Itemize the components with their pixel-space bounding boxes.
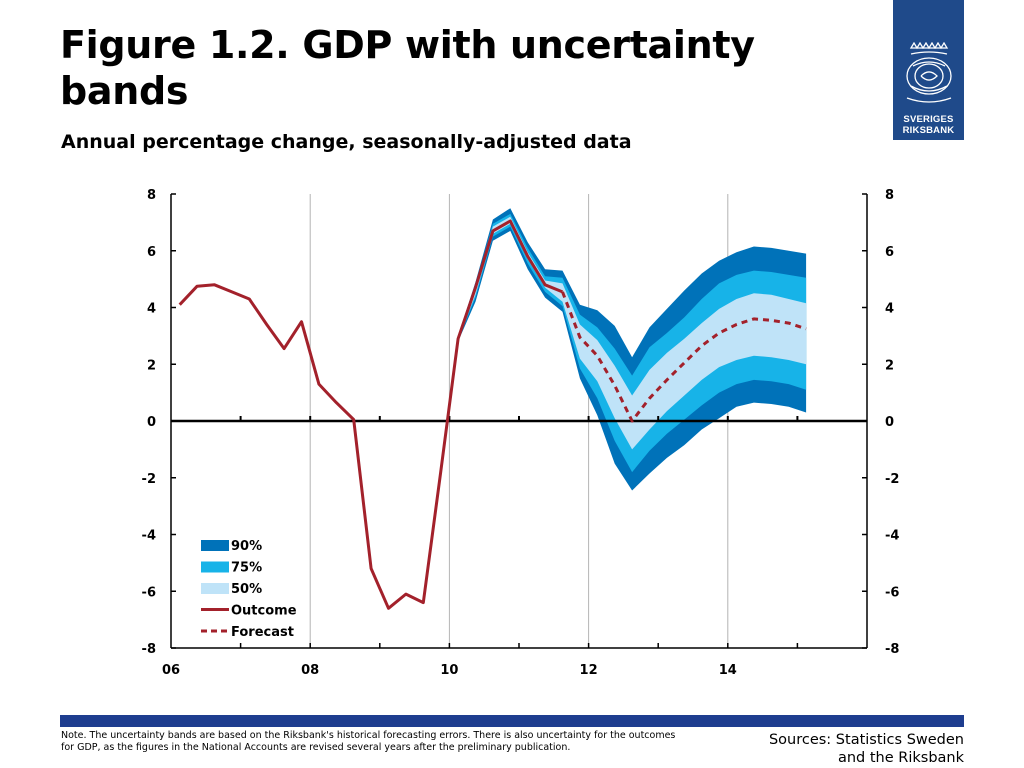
legend-label: Outcome xyxy=(231,604,297,619)
legend-label: 90% xyxy=(231,539,262,554)
y-tick-label-right: -6 xyxy=(885,585,899,600)
page-title: Figure 1.2. GDP with uncertainty bands xyxy=(60,23,755,113)
y-tick-label-right: 6 xyxy=(885,245,894,260)
legend-label: 75% xyxy=(231,561,262,576)
sources-line-2: and the Riksbank xyxy=(837,750,964,766)
series-line-forecast xyxy=(561,291,807,423)
x-tick-label-14: 14 xyxy=(719,663,737,678)
band-50-pct xyxy=(458,216,807,450)
logo-line-2: RIKSBANK xyxy=(902,125,955,136)
legend-swatch-50-pct xyxy=(201,583,229,594)
page-subtitle: Annual percentage change, seasonally-adj… xyxy=(61,131,632,153)
footer-note: Note. The uncertainty bands are based on… xyxy=(61,730,676,753)
y-tick-label-right: 2 xyxy=(885,358,894,373)
y-tick-label-left: -2 xyxy=(142,472,156,487)
legend-label: Forecast xyxy=(231,625,294,640)
y-tick-label-left: 8 xyxy=(147,188,156,203)
riksbank-logo: SVERIGES RIKSBANK xyxy=(893,0,964,140)
x-tick-label-08: 08 xyxy=(301,663,319,678)
tick-labels: -8 -8 -6 -6 -4 -4 -2 -2 0 0 2 2 4 4 6 6 8 8 06 08 10 12 14 xyxy=(142,188,900,678)
footer-sources: Sources: Statistics Sweden and the Riksb… xyxy=(704,731,964,767)
y-tick-label-left: 4 xyxy=(147,302,156,317)
x-tick-label-06: 06 xyxy=(162,663,180,678)
gdp-chart: -8 -8 -6 -6 -4 -4 -2 -2 0 0 2 2 4 4 6 6 8 8 06 08 10 12 14 90%… xyxy=(142,188,900,678)
y-tick-label-left: 6 xyxy=(147,245,156,260)
uncertainty-bands xyxy=(458,208,807,491)
series-line-outcome xyxy=(178,219,564,610)
y-tick-label-right: 4 xyxy=(885,302,894,317)
legend-label: 50% xyxy=(231,582,262,597)
y-tick-label-left: 0 xyxy=(147,415,156,430)
y-tick-label-right: -2 xyxy=(885,472,899,487)
band-75-pct xyxy=(458,213,807,473)
x-tick-label-10: 10 xyxy=(440,663,458,678)
y-tick-label-left: -4 xyxy=(142,529,156,544)
series-lines xyxy=(178,219,807,610)
axes xyxy=(170,193,868,649)
y-tick-label-left: -6 xyxy=(142,585,156,600)
y-tick-label-right: -8 xyxy=(885,642,899,657)
y-tick-label-right: -4 xyxy=(885,529,899,544)
sources-line-1: Sources: Statistics Sweden xyxy=(768,732,964,748)
legend-swatch-90-pct xyxy=(201,540,229,551)
y-tick-label-left: -8 xyxy=(142,642,156,657)
y-tick-label-right: 8 xyxy=(885,188,894,203)
legend-swatch-75-pct xyxy=(201,561,229,573)
y-tick-label-left: 2 xyxy=(147,358,156,373)
crest-icon xyxy=(905,42,952,103)
y-tick-label-right: 0 xyxy=(885,415,894,430)
footer-divider-bar xyxy=(60,715,964,727)
x-tick-label-12: 12 xyxy=(580,663,598,678)
logo-line-1: SVERIGES xyxy=(903,114,954,125)
chart-legend: 90% 75% 50% Outcome Forecast xyxy=(201,539,297,640)
